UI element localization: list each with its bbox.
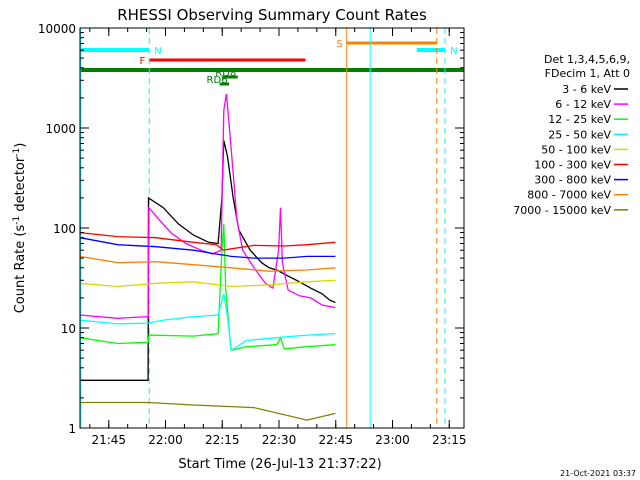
- series-line-7: [79, 255, 336, 272]
- legend-label-0: 3 - 6 keV: [562, 83, 611, 96]
- series-line-6: [79, 237, 336, 259]
- legend-header-1: FDecim 1, Att 0: [545, 67, 630, 80]
- y-tick-label-1: 10: [61, 322, 76, 336]
- series-lines: [79, 93, 336, 421]
- timestamp: 21-Oct-2021 03:37: [560, 469, 636, 478]
- series-line-2: [79, 223, 336, 351]
- series-line-4: [79, 279, 336, 288]
- x-tick-label-0: 21:45: [91, 433, 126, 447]
- x-tick-label-5: 23:00: [375, 433, 410, 447]
- flag-label-0: N: [154, 46, 161, 57]
- flag-label-5: RD8: [215, 68, 236, 79]
- legend-label-4: 50 - 100 keV: [541, 143, 611, 156]
- x-tick-label-6: 23:15: [432, 433, 467, 447]
- legend-label-2: 12 - 25 keV: [548, 113, 611, 126]
- x-tick-label-4: 22:45: [318, 433, 353, 447]
- y-axis-label-part-3: -1: [12, 148, 22, 157]
- y-tick-label-0: 1: [68, 422, 76, 436]
- series-line-3: [79, 293, 336, 352]
- x-axis-ticks: 21:45 22:00 22:15 22:30 22:45 23:00 23:15: [89, 28, 467, 447]
- series-line-1: [79, 93, 336, 319]
- y-axis-label-part-2: detector: [13, 156, 28, 216]
- legend: Det 1,3,4,5,6,9,FDecim 1, Att 0 3 - 6 keV…: [513, 53, 630, 217]
- flag-label-1: N: [450, 46, 457, 57]
- x-tick-label-3: 22:30: [262, 433, 297, 447]
- legend-label-3: 25 - 50 keV: [548, 128, 611, 141]
- flag-label-6: RD6: [207, 75, 228, 86]
- plot-frame: [79, 27, 465, 429]
- legend-label-5: 100 - 300 keV: [534, 159, 611, 172]
- legend-header-0: Det 1,3,4,5,6,9,: [544, 53, 630, 66]
- series-line-5: [79, 231, 336, 251]
- legend-label-6: 300 - 800 keV: [534, 174, 611, 187]
- x-axis-label: Start Time (26-Jul-13 21:37:22): [178, 457, 381, 472]
- y-axis-label-part-4: ): [13, 143, 28, 148]
- flag-label-2: F: [139, 56, 145, 67]
- y-tick-label-4: 10000: [38, 22, 76, 36]
- legend-label-7: 800 - 7000 keV: [527, 189, 611, 202]
- y-axis-label: Count Rate (s-1 detector-1): [12, 143, 28, 314]
- y-axis-ticks: 1 10 100 1000 10000: [38, 22, 464, 436]
- series-line-8: [80, 401, 336, 421]
- chart-title: RHESSI Observing Summary Count Rates: [117, 6, 427, 24]
- x-tick-label-1: 22:00: [148, 433, 183, 447]
- y-axis-label-part-0: Count Rate (s: [13, 225, 28, 314]
- flag-label-3: S: [336, 39, 342, 50]
- y-tick-label-3: 1000: [45, 122, 76, 136]
- legend-label-1: 6 - 12 keV: [555, 98, 611, 111]
- legend-label-8: 7000 - 15000 keV: [513, 204, 611, 217]
- vertical-markers: [80, 28, 446, 428]
- series-line-0: [80, 140, 336, 381]
- y-axis-label-part-1: -1: [12, 216, 22, 225]
- x-tick-label-2: 22:15: [205, 433, 240, 447]
- y-tick-label-2: 100: [53, 222, 76, 236]
